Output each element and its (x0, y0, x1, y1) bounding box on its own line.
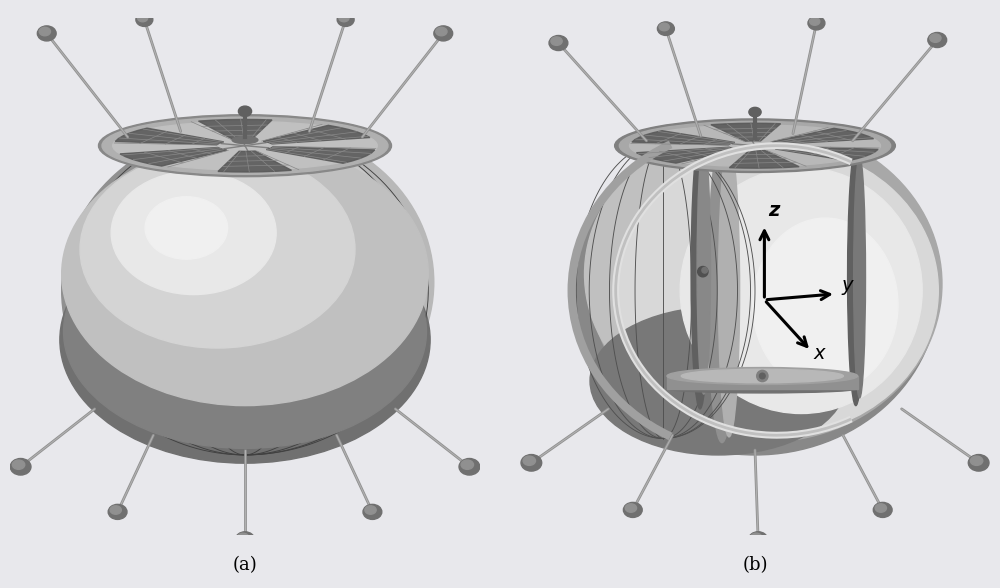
Ellipse shape (339, 14, 349, 22)
Ellipse shape (145, 197, 228, 259)
Ellipse shape (434, 26, 453, 41)
Ellipse shape (37, 26, 56, 41)
Ellipse shape (64, 215, 426, 449)
Ellipse shape (436, 27, 447, 36)
Text: y: y (841, 276, 853, 296)
Polygon shape (772, 128, 874, 144)
Ellipse shape (753, 218, 898, 392)
Ellipse shape (810, 18, 820, 25)
Ellipse shape (590, 307, 847, 455)
Ellipse shape (667, 368, 858, 385)
Ellipse shape (232, 136, 258, 143)
Ellipse shape (691, 139, 709, 409)
Ellipse shape (62, 142, 428, 406)
Text: (a): (a) (233, 556, 257, 574)
Ellipse shape (98, 151, 373, 381)
Ellipse shape (970, 456, 983, 465)
Ellipse shape (521, 455, 542, 471)
Ellipse shape (551, 37, 562, 45)
Polygon shape (775, 146, 878, 161)
Ellipse shape (623, 502, 642, 517)
Polygon shape (636, 147, 738, 163)
Ellipse shape (461, 460, 474, 469)
Polygon shape (729, 151, 799, 168)
Ellipse shape (113, 121, 377, 170)
Ellipse shape (549, 35, 568, 51)
Ellipse shape (39, 27, 51, 36)
Ellipse shape (110, 506, 121, 514)
Ellipse shape (237, 533, 249, 542)
Ellipse shape (657, 22, 674, 35)
FancyBboxPatch shape (667, 376, 858, 389)
Polygon shape (199, 119, 272, 141)
Ellipse shape (365, 506, 376, 514)
Ellipse shape (86, 126, 434, 439)
Ellipse shape (94, 133, 415, 421)
Polygon shape (266, 146, 375, 163)
Ellipse shape (136, 13, 153, 26)
Ellipse shape (619, 121, 891, 170)
Ellipse shape (585, 128, 911, 420)
Ellipse shape (523, 456, 535, 465)
Ellipse shape (99, 115, 391, 176)
Polygon shape (120, 148, 227, 166)
Ellipse shape (968, 455, 989, 471)
Ellipse shape (928, 32, 947, 48)
Ellipse shape (616, 146, 938, 435)
Ellipse shape (630, 125, 880, 166)
Circle shape (760, 373, 765, 379)
Polygon shape (632, 131, 735, 145)
Text: z: z (768, 201, 780, 220)
Ellipse shape (698, 266, 708, 277)
Polygon shape (218, 151, 291, 172)
Ellipse shape (680, 168, 922, 413)
Ellipse shape (751, 533, 762, 542)
Ellipse shape (363, 505, 382, 519)
Ellipse shape (659, 23, 669, 31)
Ellipse shape (854, 156, 865, 398)
Ellipse shape (459, 459, 480, 475)
Polygon shape (115, 128, 224, 145)
Ellipse shape (681, 369, 843, 383)
Ellipse shape (102, 117, 388, 174)
Polygon shape (263, 125, 370, 144)
Ellipse shape (572, 126, 938, 455)
Ellipse shape (749, 532, 768, 547)
Ellipse shape (615, 119, 895, 172)
Circle shape (757, 370, 768, 382)
Ellipse shape (749, 108, 761, 117)
Ellipse shape (138, 14, 148, 22)
Text: x: x (813, 345, 825, 363)
Ellipse shape (930, 34, 941, 42)
Ellipse shape (62, 126, 428, 455)
Ellipse shape (625, 504, 637, 512)
Ellipse shape (873, 502, 892, 517)
Ellipse shape (111, 171, 276, 295)
Ellipse shape (236, 532, 254, 547)
Ellipse shape (590, 126, 942, 442)
Ellipse shape (12, 460, 25, 469)
Ellipse shape (238, 106, 252, 116)
Ellipse shape (10, 459, 31, 475)
Ellipse shape (80, 151, 355, 348)
Polygon shape (711, 123, 781, 141)
Ellipse shape (60, 216, 430, 463)
Text: (b): (b) (742, 556, 768, 574)
Ellipse shape (337, 13, 354, 26)
Ellipse shape (718, 144, 740, 437)
Ellipse shape (848, 149, 864, 406)
Ellipse shape (108, 505, 127, 519)
Ellipse shape (111, 172, 313, 336)
Ellipse shape (697, 145, 710, 394)
Ellipse shape (808, 16, 825, 30)
Ellipse shape (875, 504, 886, 512)
Ellipse shape (667, 385, 858, 393)
Ellipse shape (143, 201, 244, 275)
Ellipse shape (702, 268, 708, 273)
Ellipse shape (708, 138, 736, 443)
